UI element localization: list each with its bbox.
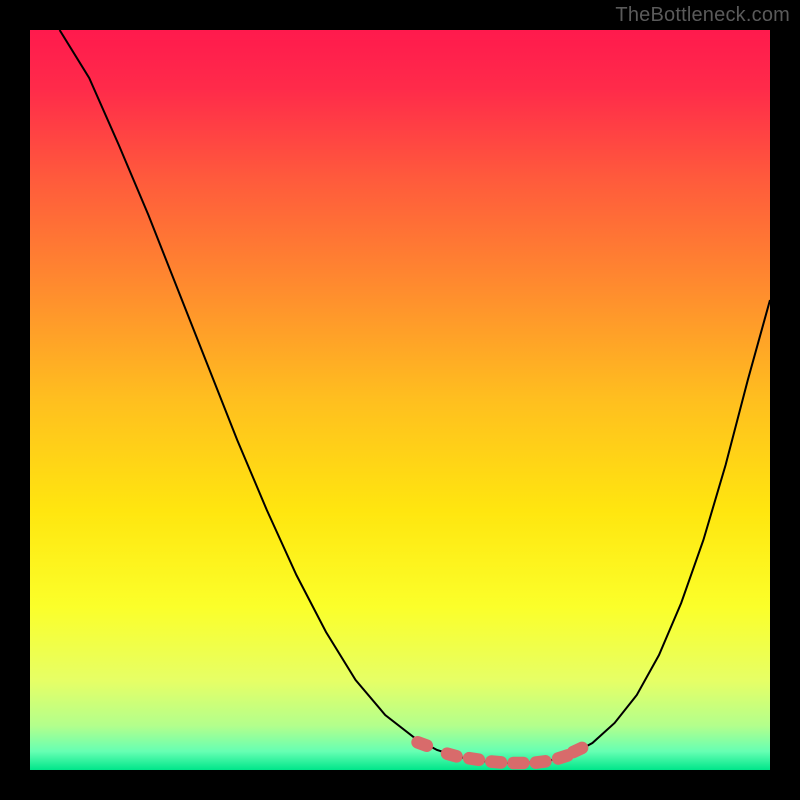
bottleneck-curve-chart <box>0 0 800 800</box>
chart-background <box>30 30 770 770</box>
watermark-text: TheBottleneck.com <box>615 4 790 27</box>
optimal-range-marker <box>507 757 529 770</box>
